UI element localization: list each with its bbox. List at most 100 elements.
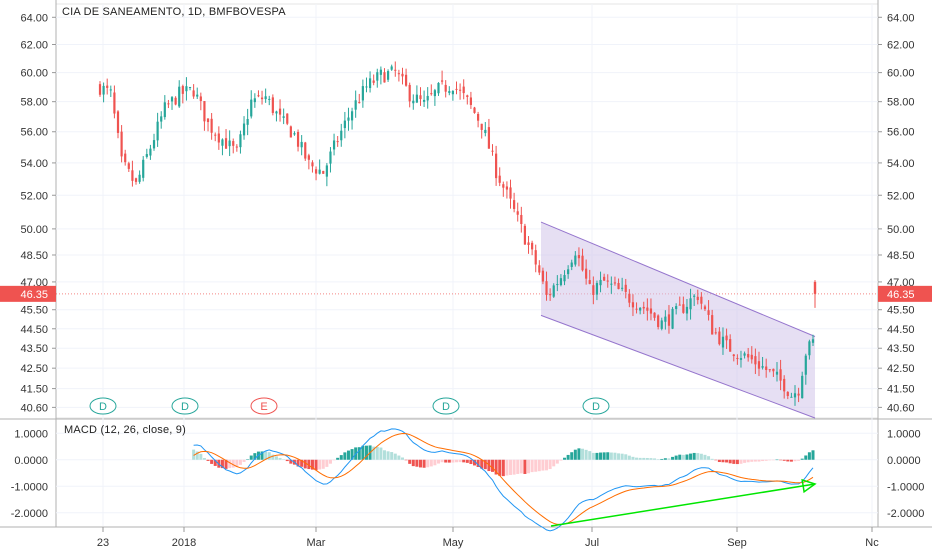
candle-body bbox=[235, 146, 238, 148]
candle-body bbox=[639, 307, 642, 311]
macd-histogram-bar bbox=[483, 459, 487, 470]
macd-histogram-bar bbox=[789, 459, 793, 462]
price-tick-label-left: 62.00 bbox=[20, 40, 48, 52]
macd-histogram-bar bbox=[573, 449, 577, 460]
macd-histogram-bar bbox=[296, 459, 300, 467]
candle-body bbox=[606, 280, 609, 282]
price-tick-label-right: 54.00 bbox=[887, 158, 915, 170]
macd-histogram-bar bbox=[534, 459, 538, 472]
candle-body bbox=[185, 86, 188, 92]
chart-title: CIA DE SANEAMENTO, 1D, BMFBOVESPA bbox=[62, 6, 286, 18]
candle-body bbox=[401, 73, 404, 77]
candle-body bbox=[307, 155, 310, 160]
candle-body bbox=[181, 86, 184, 94]
candle-body bbox=[797, 393, 800, 396]
macd-histogram-bar bbox=[563, 457, 567, 460]
macd-histogram-bar bbox=[242, 459, 246, 462]
macd-histogram-bar bbox=[681, 454, 685, 460]
price-tick-label-right: 40.60 bbox=[887, 402, 915, 414]
candle-body bbox=[152, 140, 156, 149]
event-marker bbox=[171, 397, 199, 415]
macd-histogram-bar bbox=[455, 459, 458, 463]
price-tick-label-left: 40.60 bbox=[20, 402, 48, 414]
macd-histogram-bar bbox=[577, 448, 581, 460]
candle-body bbox=[599, 279, 602, 286]
price-tick-label-left: 56.00 bbox=[20, 127, 48, 139]
candle-body bbox=[732, 354, 735, 357]
candle-body bbox=[538, 265, 541, 273]
candle-body bbox=[390, 66, 393, 70]
candle-body bbox=[567, 269, 570, 275]
macd-histogram-bar bbox=[375, 446, 379, 460]
candle-body bbox=[372, 80, 375, 83]
candle-body bbox=[534, 250, 537, 265]
candle-body bbox=[743, 353, 746, 356]
candle-body bbox=[700, 296, 703, 304]
macd-histogram-bar bbox=[238, 459, 242, 465]
macd-histogram-bar bbox=[264, 451, 268, 460]
candle-body bbox=[487, 127, 491, 149]
macd-histogram-bar bbox=[707, 456, 711, 460]
candle-body bbox=[386, 71, 390, 80]
macd-histogram-bar bbox=[408, 459, 412, 464]
macd-histogram-bar bbox=[415, 459, 419, 467]
macd-histogram-bar bbox=[224, 459, 228, 469]
candle-body bbox=[635, 308, 638, 310]
macd-histogram-bar bbox=[609, 452, 613, 460]
last-price-label-left: 46.35 bbox=[20, 289, 48, 301]
candle-body bbox=[437, 82, 440, 94]
candle-body bbox=[250, 99, 253, 117]
candle-body bbox=[559, 278, 563, 286]
macd-histogram-bar bbox=[213, 459, 217, 466]
candle-body bbox=[473, 107, 476, 113]
candle-body bbox=[199, 96, 202, 101]
macd-histogram-bar bbox=[519, 459, 523, 474]
macd-histogram-bar bbox=[321, 459, 325, 469]
time-tick-label: May bbox=[443, 537, 464, 549]
candle-body bbox=[714, 332, 717, 334]
price-tick-label-right: 44.50 bbox=[887, 324, 915, 336]
candle-body bbox=[203, 101, 206, 122]
divergence-arrow-line bbox=[550, 483, 816, 527]
candle-body bbox=[142, 159, 145, 178]
candle-body bbox=[134, 178, 138, 182]
candle-body bbox=[286, 113, 289, 124]
candle-body bbox=[354, 100, 357, 110]
channel-lower-line bbox=[540, 314, 816, 419]
channel-fill bbox=[541, 222, 815, 418]
macd-histogram-bar bbox=[606, 452, 610, 460]
macd-histogram-bar bbox=[793, 459, 797, 462]
macd-histogram-bar bbox=[617, 453, 621, 460]
candle-body bbox=[729, 339, 732, 352]
candle-body bbox=[188, 86, 192, 88]
candle-body bbox=[329, 151, 332, 164]
candle-body bbox=[242, 123, 246, 136]
macd-histogram-bar bbox=[613, 452, 617, 460]
candle-body bbox=[232, 141, 235, 146]
candle-body bbox=[531, 242, 534, 250]
candle-body bbox=[206, 118, 210, 123]
macd-histogram-bar bbox=[491, 459, 495, 472]
candle-body bbox=[768, 369, 771, 371]
candle-body bbox=[509, 187, 512, 199]
candle-body bbox=[775, 371, 779, 375]
candle-body bbox=[174, 97, 177, 105]
candle-body bbox=[106, 85, 109, 88]
candle-body bbox=[750, 354, 753, 360]
candle-body bbox=[516, 211, 519, 215]
candle-body bbox=[682, 304, 685, 313]
candle-body bbox=[466, 95, 469, 98]
candle-body bbox=[646, 307, 649, 311]
candle-body bbox=[642, 306, 645, 309]
candle-body bbox=[711, 315, 714, 335]
candle-body bbox=[570, 262, 573, 267]
macd-histogram-bar bbox=[620, 453, 624, 460]
candle-body bbox=[178, 86, 181, 107]
candle-body bbox=[361, 86, 364, 101]
time-tick-label: Sep bbox=[727, 537, 747, 549]
candle-body bbox=[783, 378, 786, 392]
macd-histogram-bar bbox=[336, 457, 340, 460]
macd-histogram-bar bbox=[282, 459, 286, 460]
